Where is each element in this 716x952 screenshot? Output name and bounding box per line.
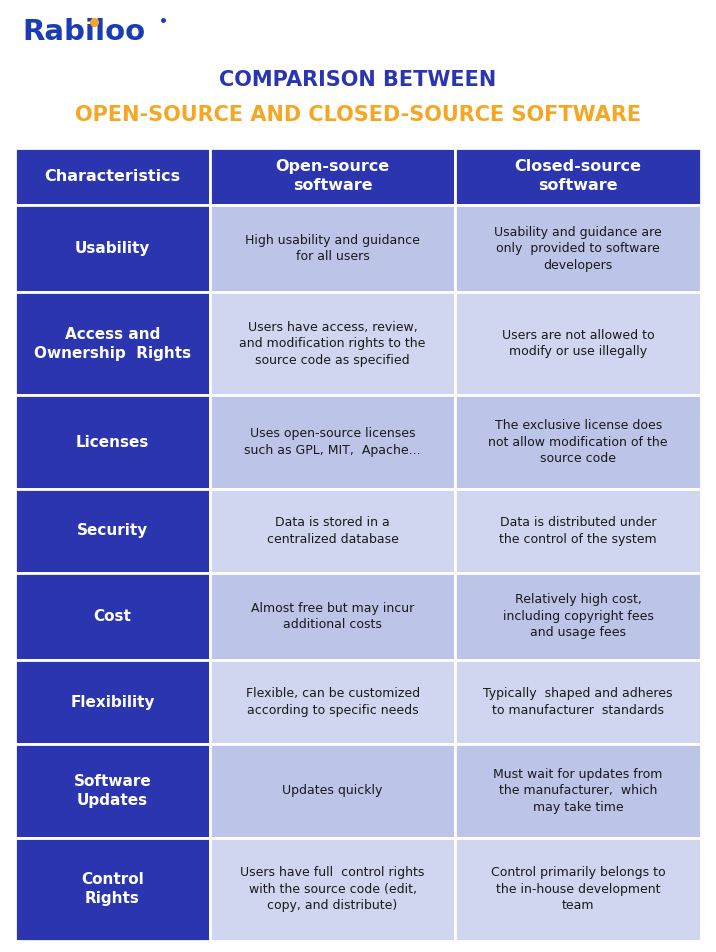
Bar (210, 205, 455, 292)
Text: Open-source
software: Open-source software (276, 159, 390, 193)
Text: Users have access, review,
and modification rights to the
source code as specifi: Users have access, review, and modificat… (239, 321, 426, 367)
Text: Flexibility: Flexibility (70, 695, 155, 709)
Text: Closed-source
software: Closed-source software (515, 159, 642, 193)
Bar (210, 489, 455, 572)
Text: Uses open-source licenses
such as GPL, MIT,  Apache...: Uses open-source licenses such as GPL, M… (244, 427, 421, 457)
Bar (210, 661, 455, 744)
Text: OPEN-SOURCE AND CLOSED-SOURCE SOFTWARE: OPEN-SOURCE AND CLOSED-SOURCE SOFTWARE (75, 105, 641, 125)
Bar (210, 838, 455, 941)
Text: The exclusive license does
not allow modification of the
source code: The exclusive license does not allow mod… (488, 419, 668, 466)
Bar (15, 838, 210, 941)
Bar (210, 292, 455, 395)
Text: Control primarily belongs to
the in-house development
team: Control primarily belongs to the in-hous… (491, 866, 665, 912)
Bar (455, 661, 701, 744)
Bar (15, 148, 210, 205)
Bar (455, 572, 701, 661)
Bar (455, 205, 701, 292)
Bar (210, 148, 455, 205)
Bar (455, 395, 701, 489)
Bar (455, 489, 701, 572)
Text: Software
Updates: Software Updates (74, 774, 151, 808)
Text: Users have full  control rights
with the source code (edit,
copy, and distribute: Users have full control rights with the … (241, 866, 425, 912)
Bar (15, 205, 210, 292)
Bar (15, 395, 210, 489)
Bar (455, 744, 701, 838)
Bar (15, 572, 210, 661)
Bar (15, 661, 210, 744)
Bar (455, 292, 701, 395)
Text: COMPARISON BETWEEN: COMPARISON BETWEEN (219, 70, 497, 90)
Bar (210, 395, 455, 489)
Bar (15, 744, 210, 838)
Text: High usability and guidance
for all users: High usability and guidance for all user… (245, 234, 420, 264)
Text: Access and
Ownership  Rights: Access and Ownership Rights (34, 327, 191, 361)
Text: Rabiloo: Rabiloo (22, 18, 145, 46)
Text: Data is stored in a
centralized database: Data is stored in a centralized database (266, 516, 399, 545)
Bar (455, 838, 701, 941)
Text: Users are not allowed to
modify or use illegally: Users are not allowed to modify or use i… (502, 329, 654, 359)
Text: Typically  shaped and adheres
to manufacturer  standards: Typically shaped and adheres to manufact… (483, 687, 673, 717)
Bar (15, 292, 210, 395)
Bar (210, 572, 455, 661)
Text: Data is distributed under
the control of the system: Data is distributed under the control of… (499, 516, 657, 545)
Text: Control
Rights: Control Rights (81, 872, 144, 906)
Text: Usability: Usability (74, 241, 150, 256)
Text: Relatively high cost,
including copyright fees
and usage fees: Relatively high cost, including copyrigh… (503, 593, 654, 640)
Text: Must wait for updates from
the manufacturer,  which
may take time: Must wait for updates from the manufactu… (493, 768, 663, 814)
Text: Cost: Cost (94, 609, 131, 624)
Bar (455, 148, 701, 205)
Text: Almost free but may incur
additional costs: Almost free but may incur additional cos… (251, 602, 415, 631)
Text: Flexible, can be customized
according to specific needs: Flexible, can be customized according to… (246, 687, 420, 717)
Text: Security: Security (77, 524, 148, 539)
Text: Updates quickly: Updates quickly (282, 784, 383, 798)
Text: Characteristics: Characteristics (44, 169, 180, 184)
Bar (15, 489, 210, 572)
Bar (210, 744, 455, 838)
Text: Usability and guidance are
only  provided to software
developers: Usability and guidance are only provided… (494, 226, 662, 271)
Text: Licenses: Licenses (76, 435, 149, 449)
